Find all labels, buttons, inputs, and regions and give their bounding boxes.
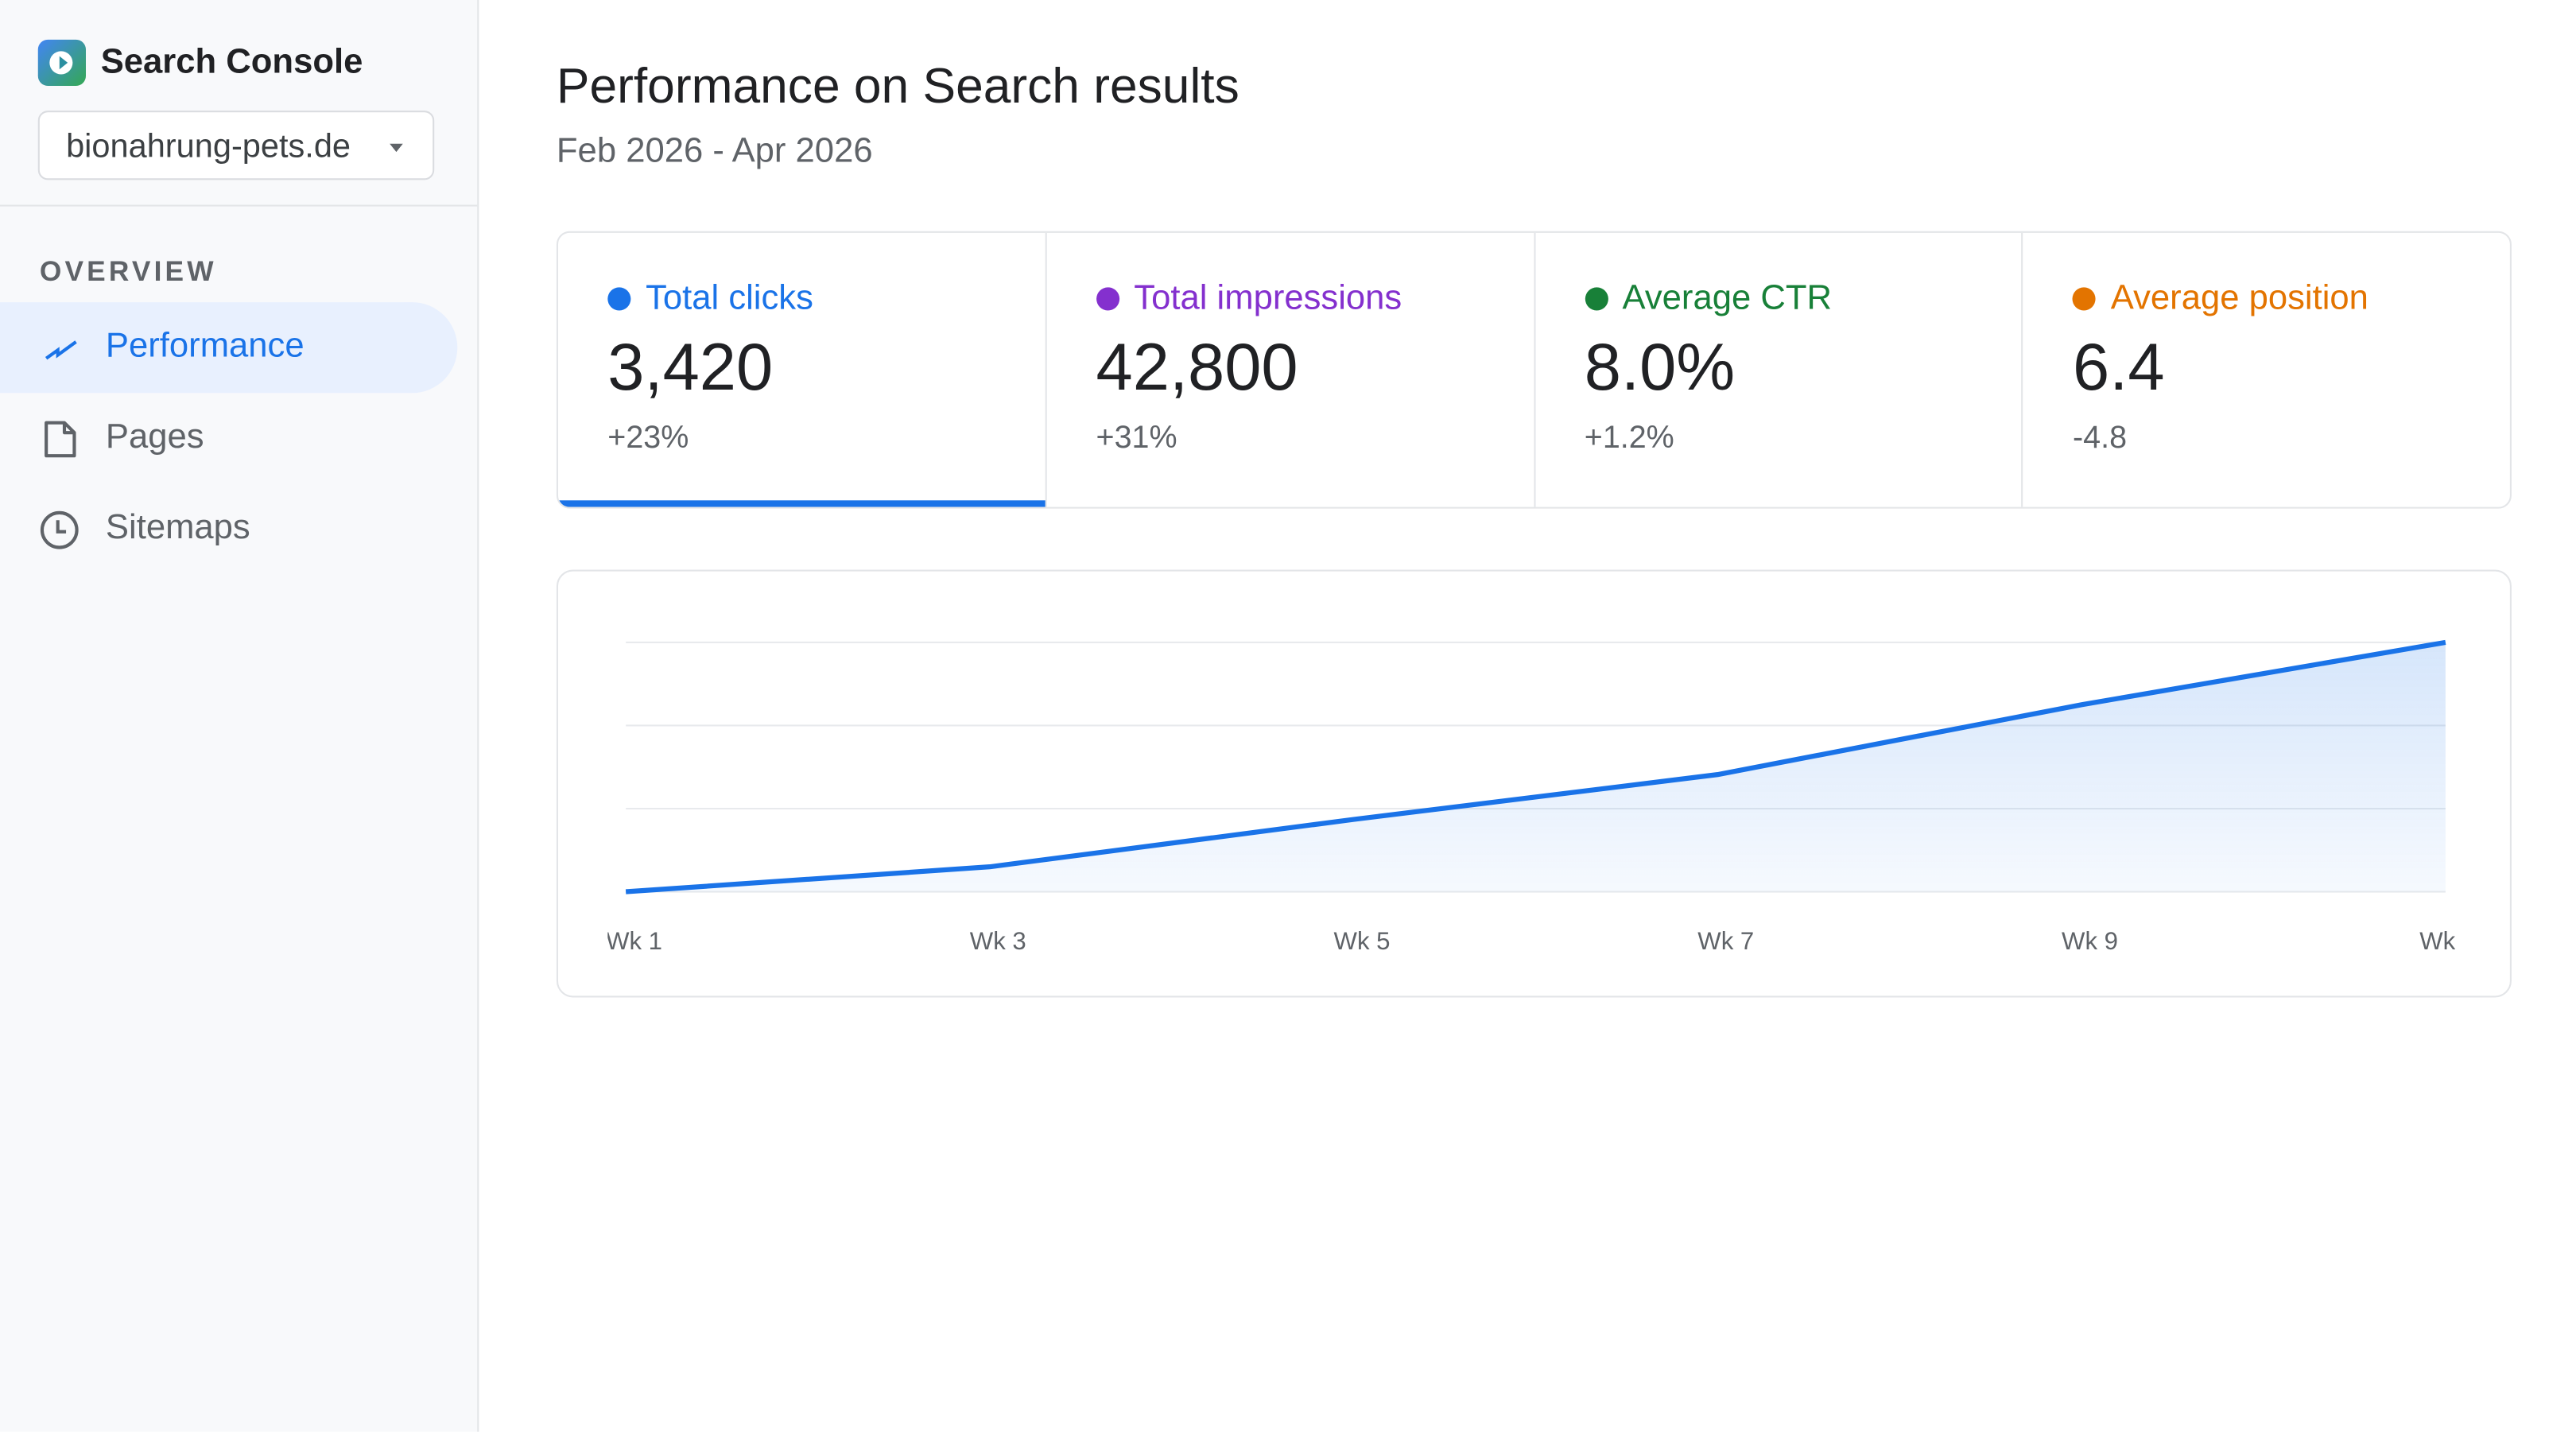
- metric-delta: +31%: [1096, 421, 1177, 458]
- area-fill: [626, 642, 2446, 892]
- metric-label: Total impressions: [1134, 279, 1402, 319]
- x-tick-label: Wk 11: [2419, 927, 2463, 955]
- metric-label: Average position: [2111, 279, 2368, 319]
- metric-delta: +23%: [607, 421, 689, 458]
- sidebar: Search Console bionahrung-pets.de OVERVI…: [0, 0, 479, 1432]
- sidebar-divider: [0, 205, 477, 207]
- metric-value: 6.4: [2073, 332, 2164, 406]
- sidebar-item-performance[interactable]: Performance: [0, 302, 457, 393]
- performance-chart: Wk 1 Wk 3 Wk 5 Wk 7 Wk 9 Wk 11: [607, 572, 2463, 984]
- sidebar-item-sitemaps[interactable]: Sitemaps: [0, 484, 457, 575]
- x-tick-label: Wk 3: [970, 927, 1026, 955]
- metric-value: 8.0%: [1585, 332, 1735, 406]
- metric-label: Average CTR: [1623, 279, 1832, 319]
- search-console-logo-icon: [38, 40, 86, 86]
- sidebar-item-pages[interactable]: Pages: [0, 393, 457, 483]
- date-range: Feb 2026 - Apr 2026: [557, 132, 873, 172]
- metric-value: 3,420: [607, 332, 773, 406]
- metric-average-position[interactable]: Average position 6.4 -4.8: [2023, 233, 2510, 507]
- metric-delta: -4.8: [2073, 421, 2127, 458]
- sidebar-item-label: Sitemaps: [106, 509, 250, 549]
- metric-dot-icon: [607, 287, 630, 310]
- metric-dot-icon: [2073, 287, 2096, 310]
- sidebar-item-label: Pages: [106, 417, 204, 457]
- metric-value: 42,800: [1096, 332, 1298, 406]
- metric-delta: +1.2%: [1585, 421, 1674, 458]
- metric-average-ctr[interactable]: Average CTR 8.0% +1.2%: [1534, 233, 2023, 507]
- metric-dot-icon: [1096, 287, 1119, 310]
- x-tick-label: Wk 5: [1334, 927, 1391, 955]
- sidebar-item-label: Performance: [106, 327, 305, 367]
- x-tick-label: Wk 7: [1697, 927, 1754, 955]
- section-heading: OVERVIEW: [40, 256, 217, 289]
- metric-label: Total clicks: [646, 279, 813, 319]
- file-icon: [40, 417, 83, 460]
- trending-up-icon: [40, 327, 83, 370]
- performance-chart-card: Wk 1 Wk 3 Wk 5 Wk 7 Wk 9 Wk 11: [557, 570, 2512, 998]
- property-selector[interactable]: bionahrung-pets.de: [38, 111, 434, 180]
- x-tick-label: Wk 1: [607, 927, 662, 955]
- property-value: bionahrung-pets.de: [66, 129, 351, 167]
- x-tick-label: Wk 9: [2062, 927, 2118, 955]
- chevron-down-icon: [390, 144, 403, 152]
- clock-icon: [40, 509, 83, 552]
- metric-dot-icon: [1585, 287, 1608, 310]
- metric-total-clicks[interactable]: Total clicks 3,420 +23%: [558, 233, 1046, 507]
- app-title: Search Console: [101, 43, 363, 83]
- metric-total-impressions[interactable]: Total impressions 42,800 +31%: [1046, 233, 1534, 507]
- page-title: Performance on Search results: [557, 60, 1240, 116]
- metrics-panel: Total clicks 3,420 +23% Total impression…: [557, 231, 2512, 509]
